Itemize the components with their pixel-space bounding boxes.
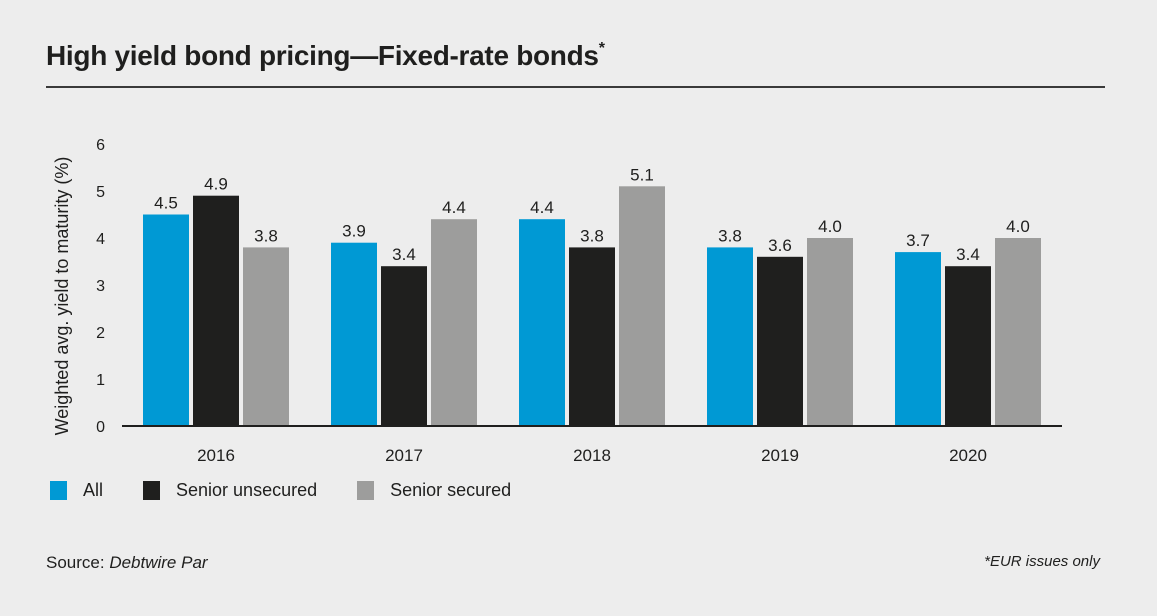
source-name: Debtwire Par [109, 553, 208, 572]
y-tick-label: 4 [96, 231, 105, 248]
value-label: 4.9 [204, 175, 228, 194]
bar-senior-unsecured-2019 [757, 256, 803, 426]
legend: All Senior unsecured Senior secured [50, 480, 551, 501]
x-tick-label: 2018 [573, 446, 611, 465]
bar-all-2016 [143, 214, 189, 426]
x-axis-ticks: 2016 2017 2018 2019 2020 [197, 446, 987, 465]
legend-label-all: All [83, 480, 104, 500]
bar-all-2018 [519, 219, 565, 426]
value-label: 3.6 [768, 236, 792, 255]
value-label: 3.8 [580, 226, 604, 245]
bar-senior-secured-2018 [619, 186, 665, 426]
bar-all-2020 [895, 252, 941, 426]
legend-label-senior-secured: Senior secured [390, 480, 512, 500]
value-label: 4.5 [154, 194, 178, 213]
title-divider [46, 86, 1105, 88]
legend-label-senior-unsecured: Senior unsecured [176, 480, 318, 500]
bar-senior-secured-2016 [243, 247, 289, 426]
y-axis-title-group: Weighted avg. yield to maturity (%) [52, 157, 72, 436]
bar-senior-secured-2020 [995, 238, 1041, 426]
bar-senior-secured-2017 [431, 219, 477, 426]
x-tick-label: 2020 [949, 446, 987, 465]
value-label: 4.0 [818, 217, 842, 236]
chart-title: High yield bond pricing—Fixed-rate bonds… [46, 40, 605, 72]
bars [143, 186, 1041, 426]
legend-swatch-senior-secured [357, 481, 375, 500]
value-label: 4.4 [530, 198, 554, 217]
value-label: 5.1 [630, 165, 654, 184]
bar-senior-unsecured-2017 [381, 266, 427, 426]
bar-senior-unsecured-2018 [569, 247, 615, 426]
y-tick-label: 0 [96, 419, 105, 436]
title-footnote-marker: * [598, 39, 605, 57]
legend-item-senior-secured: Senior secured [357, 480, 511, 501]
bar-all-2019 [707, 247, 753, 426]
legend-swatch-senior-unsecured [143, 481, 161, 500]
y-axis-ticks: 0 1 2 3 4 5 6 [96, 137, 105, 436]
value-label: 3.4 [956, 245, 980, 264]
x-tick-label: 2019 [761, 446, 799, 465]
source-label: Source: [46, 553, 110, 572]
y-axis-title: Weighted avg. yield to maturity (%) [52, 157, 72, 436]
y-tick-label: 5 [96, 184, 105, 201]
y-tick-label: 1 [96, 372, 105, 389]
bar-senior-secured-2019 [807, 238, 853, 426]
value-label: 4.0 [1006, 217, 1030, 236]
value-label: 3.8 [718, 226, 742, 245]
value-label: 3.8 [254, 226, 278, 245]
chart-title-text: High yield bond pricing—Fixed-rate bonds [46, 40, 599, 71]
value-label: 3.4 [392, 245, 416, 264]
y-tick-label: 2 [96, 325, 105, 342]
bar-all-2017 [331, 242, 377, 426]
legend-item-all: All [50, 480, 103, 501]
value-label: 3.7 [906, 231, 930, 250]
y-tick-label: 3 [96, 278, 105, 295]
value-label: 4.4 [442, 198, 466, 217]
x-tick-label: 2016 [197, 446, 235, 465]
footnote: *EUR issues only [984, 553, 1100, 570]
legend-item-senior-unsecured: Senior unsecured [143, 480, 317, 501]
bar-senior-unsecured-2016 [193, 195, 239, 426]
value-labels: 4.5 4.9 3.8 3.9 3.4 4.4 4.4 3.8 5.1 3.8 3.6 4.0 3.7 3… [154, 165, 1030, 264]
value-label: 3.9 [342, 222, 366, 241]
bar-senior-unsecured-2020 [945, 266, 991, 426]
source-note: Source: Debtwire Par [46, 553, 208, 573]
y-tick-label: 6 [96, 137, 105, 154]
legend-swatch-all [50, 481, 67, 500]
x-tick-label: 2017 [385, 446, 423, 465]
